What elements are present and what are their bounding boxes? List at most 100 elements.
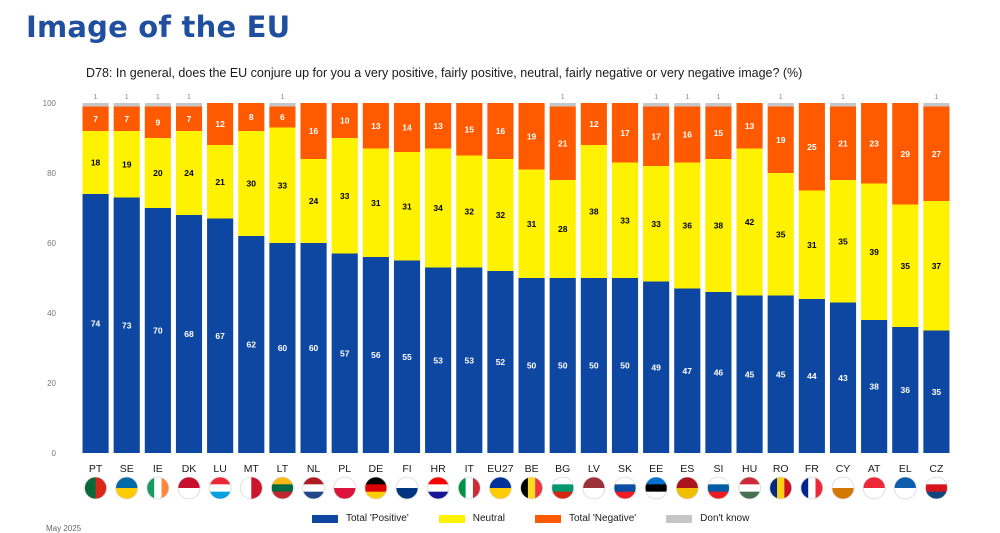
- data-label: 30: [247, 179, 257, 189]
- data-label: 21: [838, 138, 848, 148]
- flag-it-icon: [458, 477, 481, 499]
- bar-total-negative-cy: [829, 106, 857, 180]
- bar-total-negative-cz: [923, 106, 950, 201]
- flag-fi-icon: [396, 477, 418, 499]
- flag-outline: [925, 476, 948, 500]
- bar-total-negative-nl: [300, 103, 327, 159]
- flag-el-icon: [894, 477, 917, 499]
- data-label: 12: [589, 119, 599, 129]
- bar-don-t-know-lt: [269, 103, 296, 107]
- bar-neutral-ro: [767, 173, 794, 296]
- y-tick-label: 40: [47, 309, 56, 318]
- bar-total-positive-sk: [611, 278, 639, 453]
- flag-outline: [239, 476, 263, 500]
- legend-label-positive: Total 'Positive': [346, 513, 409, 524]
- bar-total-positive-eu27: [487, 271, 514, 453]
- data-label: 60: [309, 343, 319, 353]
- data-label-dont-know: 1: [716, 94, 720, 101]
- data-label: 28: [558, 224, 568, 234]
- bar-don-t-know-bg: [549, 103, 576, 107]
- legend-label-dont-know: Don't know: [700, 513, 750, 524]
- data-label: 24: [309, 196, 319, 206]
- data-label: 56: [371, 350, 381, 360]
- flag-outline: [800, 476, 824, 500]
- x-tick-label: LU: [213, 463, 226, 475]
- bar-neutral-hu: [736, 148, 763, 296]
- flag-outline: [738, 476, 761, 500]
- data-label: 33: [651, 219, 661, 229]
- data-label-dont-know: 1: [841, 94, 845, 101]
- x-tick-label: PT: [89, 463, 103, 475]
- data-label: 6: [280, 112, 285, 122]
- data-label: 45: [745, 369, 755, 379]
- bar-total-negative-it: [456, 103, 483, 156]
- x-tick-label: NL: [307, 463, 321, 475]
- bar-total-positive-be: [518, 278, 545, 453]
- bar-neutral-be: [518, 169, 545, 278]
- flag-outline: [489, 476, 512, 500]
- flag-outline: [520, 476, 543, 500]
- bar-total-positive-fr: [798, 299, 825, 453]
- x-tick-label: SK: [618, 463, 632, 475]
- bar-don-t-know-pt: [82, 103, 109, 107]
- flag-lv-icon: [582, 477, 605, 499]
- data-label: 33: [278, 180, 288, 190]
- bar-neutral-se: [113, 131, 140, 198]
- bar-neutral-dk: [175, 131, 203, 215]
- data-label: 73: [122, 320, 132, 330]
- flag-lu-icon: [209, 477, 232, 499]
- bar-neutral-pt: [82, 131, 109, 194]
- data-label: 60: [278, 343, 288, 353]
- data-label: 13: [433, 121, 443, 131]
- data-label: 52: [496, 357, 506, 367]
- x-tick-label: HU: [742, 463, 757, 475]
- data-label-dont-know: 1: [561, 94, 565, 101]
- data-label-dont-know: 1: [685, 94, 689, 101]
- bar-total-negative-se: [113, 106, 140, 131]
- data-label: 13: [371, 121, 381, 131]
- data-label: 19: [776, 135, 786, 145]
- legend-item-positive: Total 'Positive': [312, 513, 409, 524]
- bar-neutral-de: [362, 148, 389, 257]
- x-tick-label: EE: [649, 463, 663, 475]
- data-label: 35: [901, 261, 911, 271]
- bar-total-positive-bg: [549, 278, 576, 453]
- data-label: 19: [122, 159, 132, 169]
- flag-outline: [302, 476, 325, 500]
- data-label: 47: [683, 366, 693, 376]
- data-label: 57: [340, 348, 350, 358]
- x-tick-label: CY: [836, 463, 851, 475]
- bar-total-negative-at: [861, 103, 888, 184]
- data-label: 25: [807, 142, 817, 152]
- survey-question: D78: In general, does the EU conjure up …: [86, 66, 803, 80]
- bar-total-positive-de: [362, 257, 389, 453]
- flag-hr-icon: [427, 477, 450, 499]
- legend-item-neutral: Neutral: [438, 513, 505, 524]
- bar-neutral-fi: [393, 152, 421, 261]
- x-tick-label: FR: [805, 463, 819, 475]
- bar-total-positive-lv: [580, 278, 607, 453]
- bar-total-negative-pl: [331, 103, 358, 138]
- data-label: 42: [745, 217, 755, 227]
- flag-es-icon: [676, 477, 699, 499]
- bar-total-positive-el: [892, 327, 919, 453]
- data-label: 9: [155, 117, 160, 127]
- bar-total-negative-lu: [207, 103, 234, 145]
- data-label: 27: [932, 149, 942, 159]
- flag-outline: [457, 476, 481, 500]
- data-label: 32: [496, 210, 506, 220]
- data-label: 50: [558, 361, 568, 371]
- legend-label-negative: Total 'Negative': [568, 513, 637, 524]
- flag-outline: [893, 476, 917, 500]
- data-label: 74: [91, 319, 101, 329]
- flag-lt-icon: [271, 477, 294, 499]
- flag-se-icon: [115, 477, 138, 499]
- data-label: 16: [309, 126, 319, 136]
- data-label: 7: [93, 114, 98, 124]
- x-tick-label: PL: [338, 463, 351, 475]
- bar-neutral-lt: [269, 127, 296, 243]
- data-label: 12: [215, 119, 225, 129]
- data-label-dont-know: 1: [934, 94, 938, 101]
- bar-total-positive-dk: [175, 215, 203, 453]
- bar-total-positive-lt: [269, 243, 296, 453]
